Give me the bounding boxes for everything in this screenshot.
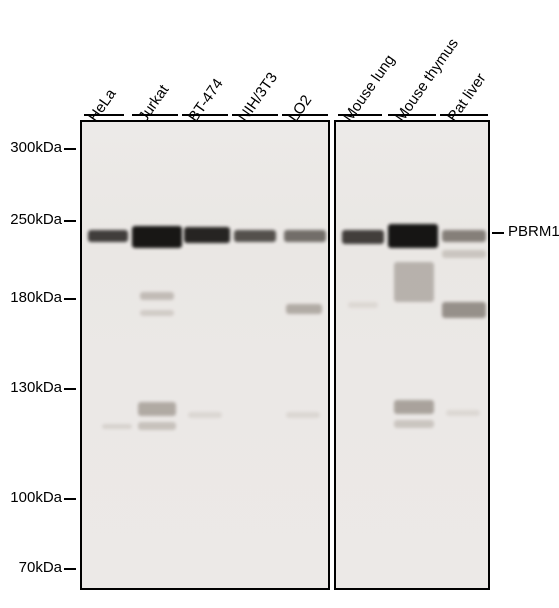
target-label: PBRM1 xyxy=(508,223,559,240)
band xyxy=(184,227,230,243)
panel-right xyxy=(334,120,490,590)
band xyxy=(348,302,378,308)
band xyxy=(138,422,176,430)
mw-label: 300kDa xyxy=(2,139,62,156)
band xyxy=(394,420,434,428)
band xyxy=(102,424,132,429)
mw-tick xyxy=(64,298,76,300)
mw-label: 250kDa xyxy=(2,211,62,228)
mw-tick xyxy=(64,148,76,150)
lane-label: NIH/3T3 xyxy=(235,69,281,125)
band xyxy=(342,230,384,244)
mw-tick xyxy=(64,498,76,500)
band xyxy=(286,412,320,418)
lane-label: BT-474 xyxy=(185,76,227,125)
band xyxy=(394,400,434,414)
mw-tick xyxy=(64,220,76,222)
mw-label: 70kDa xyxy=(2,559,62,576)
panel-bg xyxy=(336,122,488,588)
mw-label: 100kDa xyxy=(2,489,62,506)
mw-tick xyxy=(64,388,76,390)
band xyxy=(442,302,486,318)
lane-label: Jurkat xyxy=(135,82,172,125)
mw-label: 130kDa xyxy=(2,379,62,396)
panel-left xyxy=(80,120,330,590)
band xyxy=(446,410,480,416)
band xyxy=(140,310,174,316)
band xyxy=(284,230,326,242)
band xyxy=(286,304,322,314)
panel-bg xyxy=(82,122,328,588)
mw-label: 180kDa xyxy=(2,289,62,306)
mw-tick xyxy=(64,568,76,570)
band xyxy=(234,230,276,242)
band xyxy=(88,230,128,242)
band xyxy=(394,262,434,302)
band xyxy=(132,226,182,248)
band xyxy=(188,412,222,418)
band xyxy=(442,230,486,242)
band xyxy=(442,250,486,258)
band xyxy=(138,402,176,416)
blot-figure: 300kDa250kDa180kDa130kDa100kDa70kDa HeLa… xyxy=(0,0,559,608)
band xyxy=(388,224,438,248)
band xyxy=(140,292,174,300)
target-tick xyxy=(492,232,504,234)
lane-label: Rat liver xyxy=(444,70,489,125)
